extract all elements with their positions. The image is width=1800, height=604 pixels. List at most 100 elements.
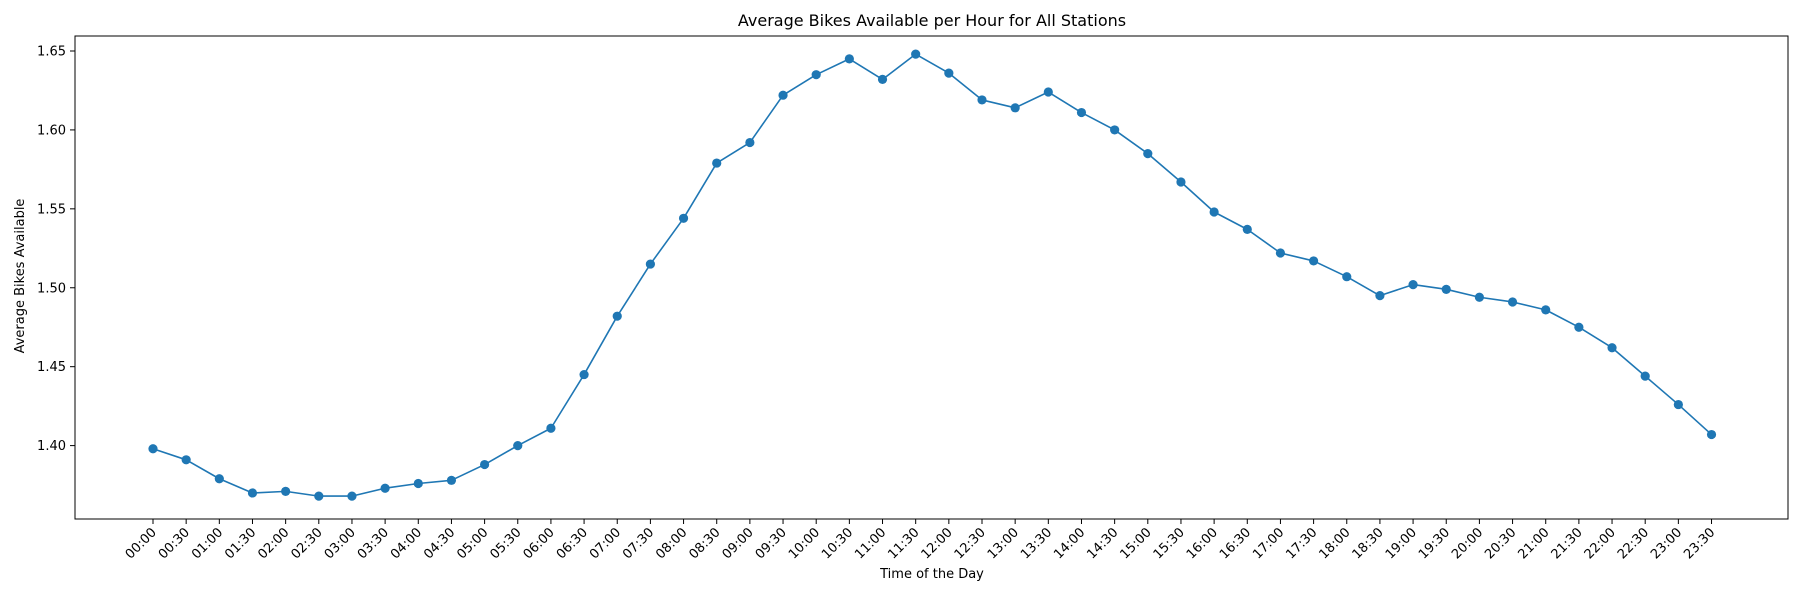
y-tick-label: 1.55 — [37, 202, 66, 217]
data-point — [214, 474, 224, 484]
x-tick-label: 14:00 — [1051, 525, 1088, 562]
y-tick-label: 1.40 — [37, 439, 66, 454]
data-point — [380, 483, 390, 493]
x-tick-label: 21:30 — [1549, 525, 1586, 562]
y-tick-label: 1.50 — [37, 281, 66, 296]
plot-frame — [74, 35, 1789, 520]
series-group — [148, 49, 1717, 501]
x-tick-label: 17:00 — [1250, 525, 1287, 562]
x-tick-label: 13:00 — [985, 525, 1022, 562]
data-point — [1275, 248, 1286, 258]
x-tick-label: 12:00 — [919, 525, 956, 562]
data-point — [1706, 429, 1717, 440]
x-tick-label: 15:30 — [1151, 525, 1188, 562]
y-axis-label: Average Bikes Available — [13, 199, 28, 354]
data-point — [645, 259, 656, 269]
x-tick-label: 09:00 — [720, 525, 757, 562]
data-point — [1441, 284, 1451, 294]
x-tick-label: 07:00 — [587, 525, 624, 562]
y-tick-label: 1.60 — [37, 123, 66, 138]
x-tick-label: 20:00 — [1449, 525, 1486, 562]
x-tick-label: 08:30 — [686, 525, 723, 562]
x-tick-label: 01:30 — [222, 525, 259, 562]
data-point — [1176, 177, 1186, 187]
data-point — [678, 213, 689, 223]
x-tick-label: 15:00 — [1118, 525, 1155, 562]
x-tick-label: 11:00 — [852, 525, 889, 562]
x-tick-label: 06:00 — [521, 525, 558, 562]
data-point — [1574, 322, 1584, 332]
x-tick-label: 18:30 — [1350, 525, 1387, 562]
x-tick-label: 04:30 — [421, 525, 458, 562]
data-point — [1474, 292, 1484, 302]
x-tick-label: 02:00 — [255, 525, 292, 562]
tick-group: 1.401.451.501.551.601.6500:0000:3001:000… — [37, 44, 1718, 562]
x-axis-label: Time of the Day — [879, 567, 984, 582]
x-tick-label: 13:30 — [1018, 525, 1055, 562]
data-point — [1673, 399, 1683, 410]
data-point — [844, 54, 854, 64]
data-point — [1242, 224, 1252, 234]
data-point — [347, 491, 357, 501]
data-point — [413, 478, 423, 489]
x-tick-label: 07:30 — [620, 525, 657, 562]
series-line — [152, 53, 1713, 497]
data-point — [1408, 280, 1418, 290]
data-point — [1607, 343, 1617, 353]
data-point — [281, 486, 291, 496]
data-point — [314, 491, 324, 501]
data-point — [546, 423, 556, 433]
data-point — [944, 68, 954, 78]
x-tick-label: 20:30 — [1482, 525, 1519, 562]
x-tick-label: 00:00 — [123, 525, 160, 562]
chart-title: Average Bikes Available per Hour for All… — [738, 11, 1126, 30]
x-tick-label: 00:30 — [156, 525, 193, 562]
x-tick-label: 04:00 — [388, 525, 425, 562]
x-tick-label: 11:30 — [885, 525, 922, 562]
data-point — [911, 49, 921, 59]
data-point — [612, 311, 622, 321]
x-tick-label: 10:00 — [786, 525, 823, 562]
data-point — [148, 444, 158, 454]
data-point — [977, 95, 987, 105]
x-tick-label: 06:30 — [554, 525, 591, 562]
data-point — [480, 459, 490, 470]
x-tick-label: 23:00 — [1648, 525, 1685, 562]
data-point — [811, 70, 821, 80]
y-tick-label: 1.65 — [37, 44, 66, 59]
data-point — [745, 137, 755, 148]
x-tick-label: 14:30 — [1084, 525, 1121, 562]
data-point — [1010, 103, 1020, 113]
data-point — [181, 455, 191, 465]
x-tick-label: 16:30 — [1217, 525, 1254, 562]
x-tick-label: 12:30 — [952, 525, 989, 562]
x-tick-label: 05:00 — [454, 525, 491, 562]
data-point — [1110, 125, 1120, 135]
data-point — [1640, 371, 1650, 381]
x-tick-label: 19:30 — [1416, 525, 1453, 562]
data-point — [712, 158, 722, 168]
data-point — [247, 488, 258, 498]
x-tick-label: 03:30 — [355, 525, 392, 562]
data-point — [1375, 291, 1385, 301]
data-point — [877, 74, 888, 85]
x-tick-label: 16:00 — [1184, 525, 1221, 562]
data-point — [1209, 207, 1219, 217]
x-tick-label: 22:00 — [1582, 525, 1619, 562]
data-point — [1342, 272, 1352, 282]
x-tick-label: 01:00 — [189, 525, 226, 562]
data-point — [446, 475, 457, 485]
x-tick-label: 22:30 — [1615, 525, 1652, 562]
data-point — [579, 369, 589, 380]
data-point — [778, 90, 788, 100]
axes — [74, 35, 1789, 520]
x-tick-label: 09:30 — [753, 525, 790, 562]
x-tick-label: 02:30 — [289, 525, 326, 562]
data-point — [1076, 107, 1087, 118]
y-tick-label: 1.45 — [37, 360, 66, 375]
data-point — [1043, 87, 1053, 97]
data-point — [1309, 256, 1319, 266]
x-tick-label: 08:00 — [653, 525, 690, 562]
